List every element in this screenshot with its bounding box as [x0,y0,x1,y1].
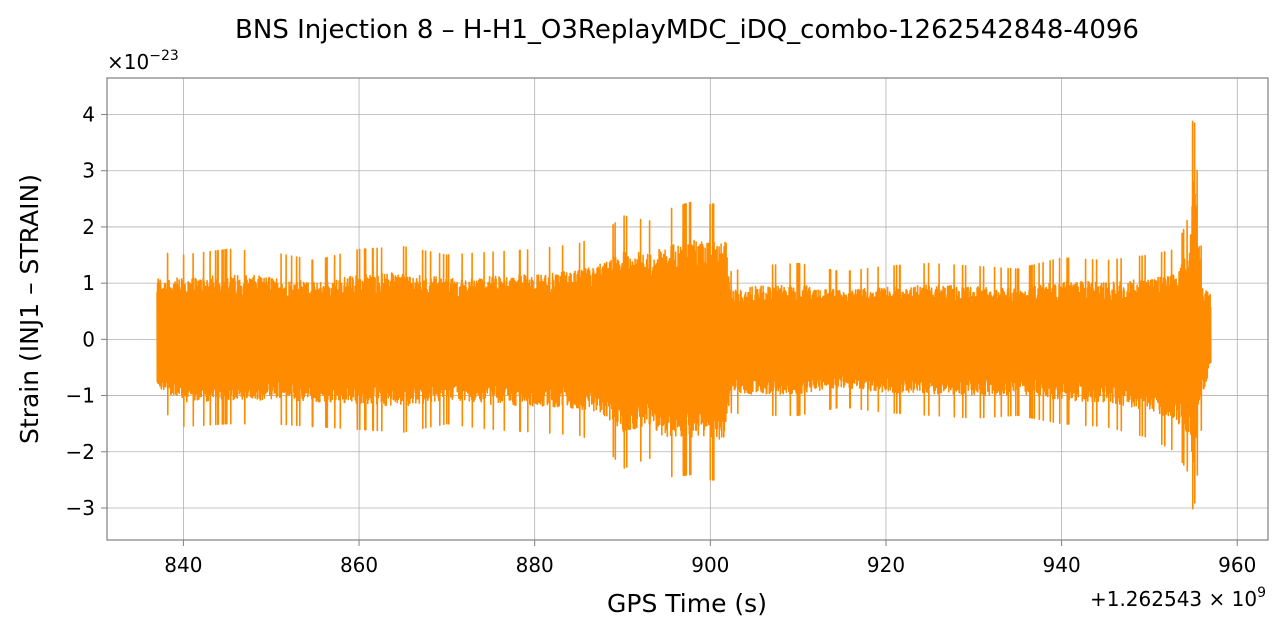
x-tick-label: 940 [1043,553,1081,577]
strain-series-line [156,120,1212,510]
y-tick-label: −3 [66,496,95,520]
x-tick-label: 860 [340,553,378,577]
plot-frame [106,77,1269,541]
y-tick-label: 4 [82,103,95,127]
x-tick-label: 920 [867,553,905,577]
y-tick-label: 3 [82,159,95,183]
x-tick-label: 960 [1218,553,1256,577]
y-tick-label: −2 [66,440,95,464]
x-tick-label: 840 [164,553,202,577]
y-tick-label: 2 [82,215,95,239]
y-tick-label: 0 [82,327,95,351]
y-tick-label: 1 [82,271,95,295]
y-tick-label: −1 [66,384,95,408]
y-axis-ticks: −3 −2 −1 0 1 2 3 4 [66,103,107,520]
x-tick-label: 900 [691,553,729,577]
x-axis-ticks: 840 860 880 900 920 940 960 [164,540,1256,577]
y-axis-label: Strain (INJ1 – STRAIN) [15,174,44,444]
series-layer [156,120,1212,510]
x-tick-label: 880 [516,553,554,577]
y-scale-multiplier: ×10−23 [107,48,179,74]
chart-title: BNS Injection 8 – H-H1_O3ReplayMDC_iDQ_c… [235,15,1139,45]
x-axis-label: GPS Time (s) [607,589,767,618]
x-offset-label: +1.262543 × 109 [1090,585,1266,611]
